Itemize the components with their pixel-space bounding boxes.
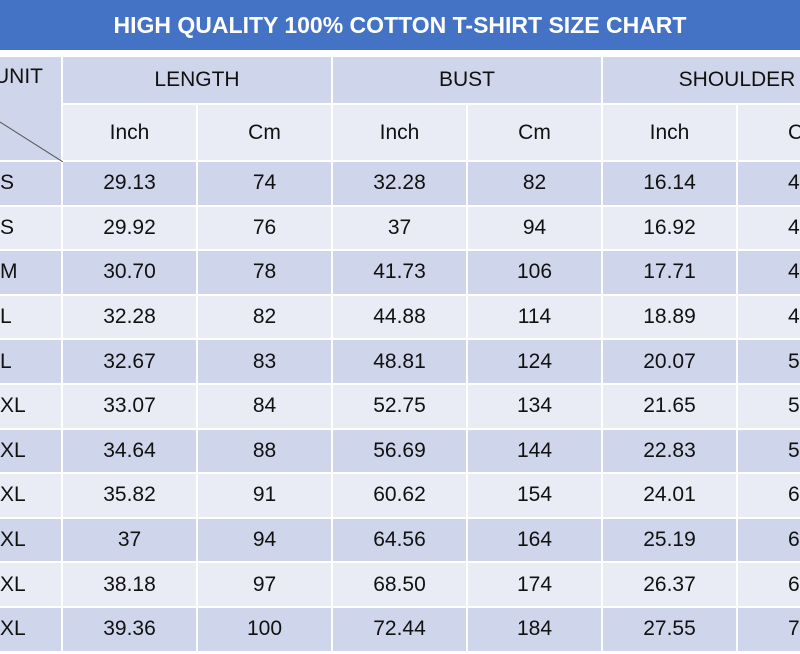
size-label: L xyxy=(0,340,63,385)
table-cell: 94 xyxy=(198,518,333,564)
size-chart-table: UNIT LENGTH BUST SHOULDER Inch Cm Inch Cm Inch C S… xyxy=(0,57,800,654)
size-label: XL xyxy=(0,518,63,564)
column-group-header: LENGTH xyxy=(63,57,333,105)
table-cell: 27.55 xyxy=(603,608,738,653)
table-cell: 68.50 xyxy=(333,563,468,608)
table-cell: 134 xyxy=(468,385,603,430)
table-cell: 60.62 xyxy=(333,474,468,519)
table-cell: 72.44 xyxy=(333,608,468,653)
table-cell: 44.88 xyxy=(333,295,468,341)
table-cell: 4 xyxy=(738,206,800,252)
size-label: XL xyxy=(0,608,63,653)
table-cell: 64.56 xyxy=(333,518,468,564)
table-cell: 7 xyxy=(738,608,800,653)
unit-subheader: Inch xyxy=(333,105,468,162)
size-label: XL xyxy=(0,563,63,608)
table-cell: 20.07 xyxy=(603,340,738,385)
size-label: XL xyxy=(0,385,63,430)
table-cell: 88 xyxy=(198,429,333,475)
table-cell: 4 xyxy=(738,295,800,341)
table-cell: 84 xyxy=(198,385,333,430)
column-group-header: SHOULDER xyxy=(603,57,800,105)
table-cell: 78 xyxy=(198,251,333,296)
table-cell: 18.89 xyxy=(603,295,738,341)
table-cell: 30.70 xyxy=(63,251,198,296)
table-cell: 5 xyxy=(738,385,800,430)
table-cell: 6 xyxy=(738,518,800,564)
table-cell: 82 xyxy=(468,162,603,207)
table-cell: 25.19 xyxy=(603,518,738,564)
unit-subheader: Cm xyxy=(198,105,333,162)
table-cell: 164 xyxy=(468,518,603,564)
table-cell: 76 xyxy=(198,206,333,252)
table-cell: 32.28 xyxy=(333,162,468,207)
table-cell: 24.01 xyxy=(603,474,738,519)
table-cell: 29.13 xyxy=(63,162,198,207)
table-cell: 114 xyxy=(468,295,603,341)
table-cell: 26.37 xyxy=(603,563,738,608)
table-cell: 94 xyxy=(468,206,603,252)
unit-subheader: C xyxy=(738,105,800,162)
table-cell: 83 xyxy=(198,340,333,385)
table-cell: 41.73 xyxy=(333,251,468,296)
table-cell: 22.83 xyxy=(603,429,738,475)
table-cell: 38.18 xyxy=(63,563,198,608)
size-label: S xyxy=(0,206,63,252)
table-cell: 29.92 xyxy=(63,206,198,252)
table-cell: 35.82 xyxy=(63,474,198,519)
table-cell: 4 xyxy=(738,162,800,207)
table-cell: 5 xyxy=(738,429,800,475)
size-label: XL xyxy=(0,474,63,519)
table-cell: 97 xyxy=(198,563,333,608)
table-cell: 37 xyxy=(63,518,198,564)
table-cell: 124 xyxy=(468,340,603,385)
table-cell: 184 xyxy=(468,608,603,653)
table-cell: 5 xyxy=(738,340,800,385)
table-cell: 56.69 xyxy=(333,429,468,475)
table-cell: 6 xyxy=(738,563,800,608)
table-cell: 154 xyxy=(468,474,603,519)
table-cell: 16.92 xyxy=(603,206,738,252)
table-cell: 6 xyxy=(738,474,800,519)
table-cell: 82 xyxy=(198,295,333,341)
table-cell: 16.14 xyxy=(603,162,738,207)
table-cell: 4 xyxy=(738,251,800,296)
unit-subheader: Cm xyxy=(468,105,603,162)
table-cell: 91 xyxy=(198,474,333,519)
chart-title: HIGH QUALITY 100% COTTON T-SHIRT SIZE CH… xyxy=(0,0,800,50)
table-cell: 52.75 xyxy=(333,385,468,430)
table-cell: 144 xyxy=(468,429,603,475)
unit-subheader: Inch xyxy=(603,105,738,162)
table-cell: 32.28 xyxy=(63,295,198,341)
table-cell: 106 xyxy=(468,251,603,296)
table-cell: 48.81 xyxy=(333,340,468,385)
table-cell: 17.71 xyxy=(603,251,738,296)
table-cell: 33.07 xyxy=(63,385,198,430)
size-label: M xyxy=(0,251,63,296)
unit-subheader: Inch xyxy=(63,105,198,162)
table-cell: 174 xyxy=(468,563,603,608)
table-cell: 39.36 xyxy=(63,608,198,653)
table-cell: 34.64 xyxy=(63,429,198,475)
unit-header-cell: UNIT xyxy=(0,57,63,162)
table-cell: 100 xyxy=(198,608,333,653)
size-label: XL xyxy=(0,429,63,475)
table-cell: 32.67 xyxy=(63,340,198,385)
size-label: L xyxy=(0,295,63,341)
column-group-header: BUST xyxy=(333,57,603,105)
size-label: S xyxy=(0,162,63,207)
table-cell: 37 xyxy=(333,206,468,252)
table-cell: 74 xyxy=(198,162,333,207)
table-cell: 21.65 xyxy=(603,385,738,430)
